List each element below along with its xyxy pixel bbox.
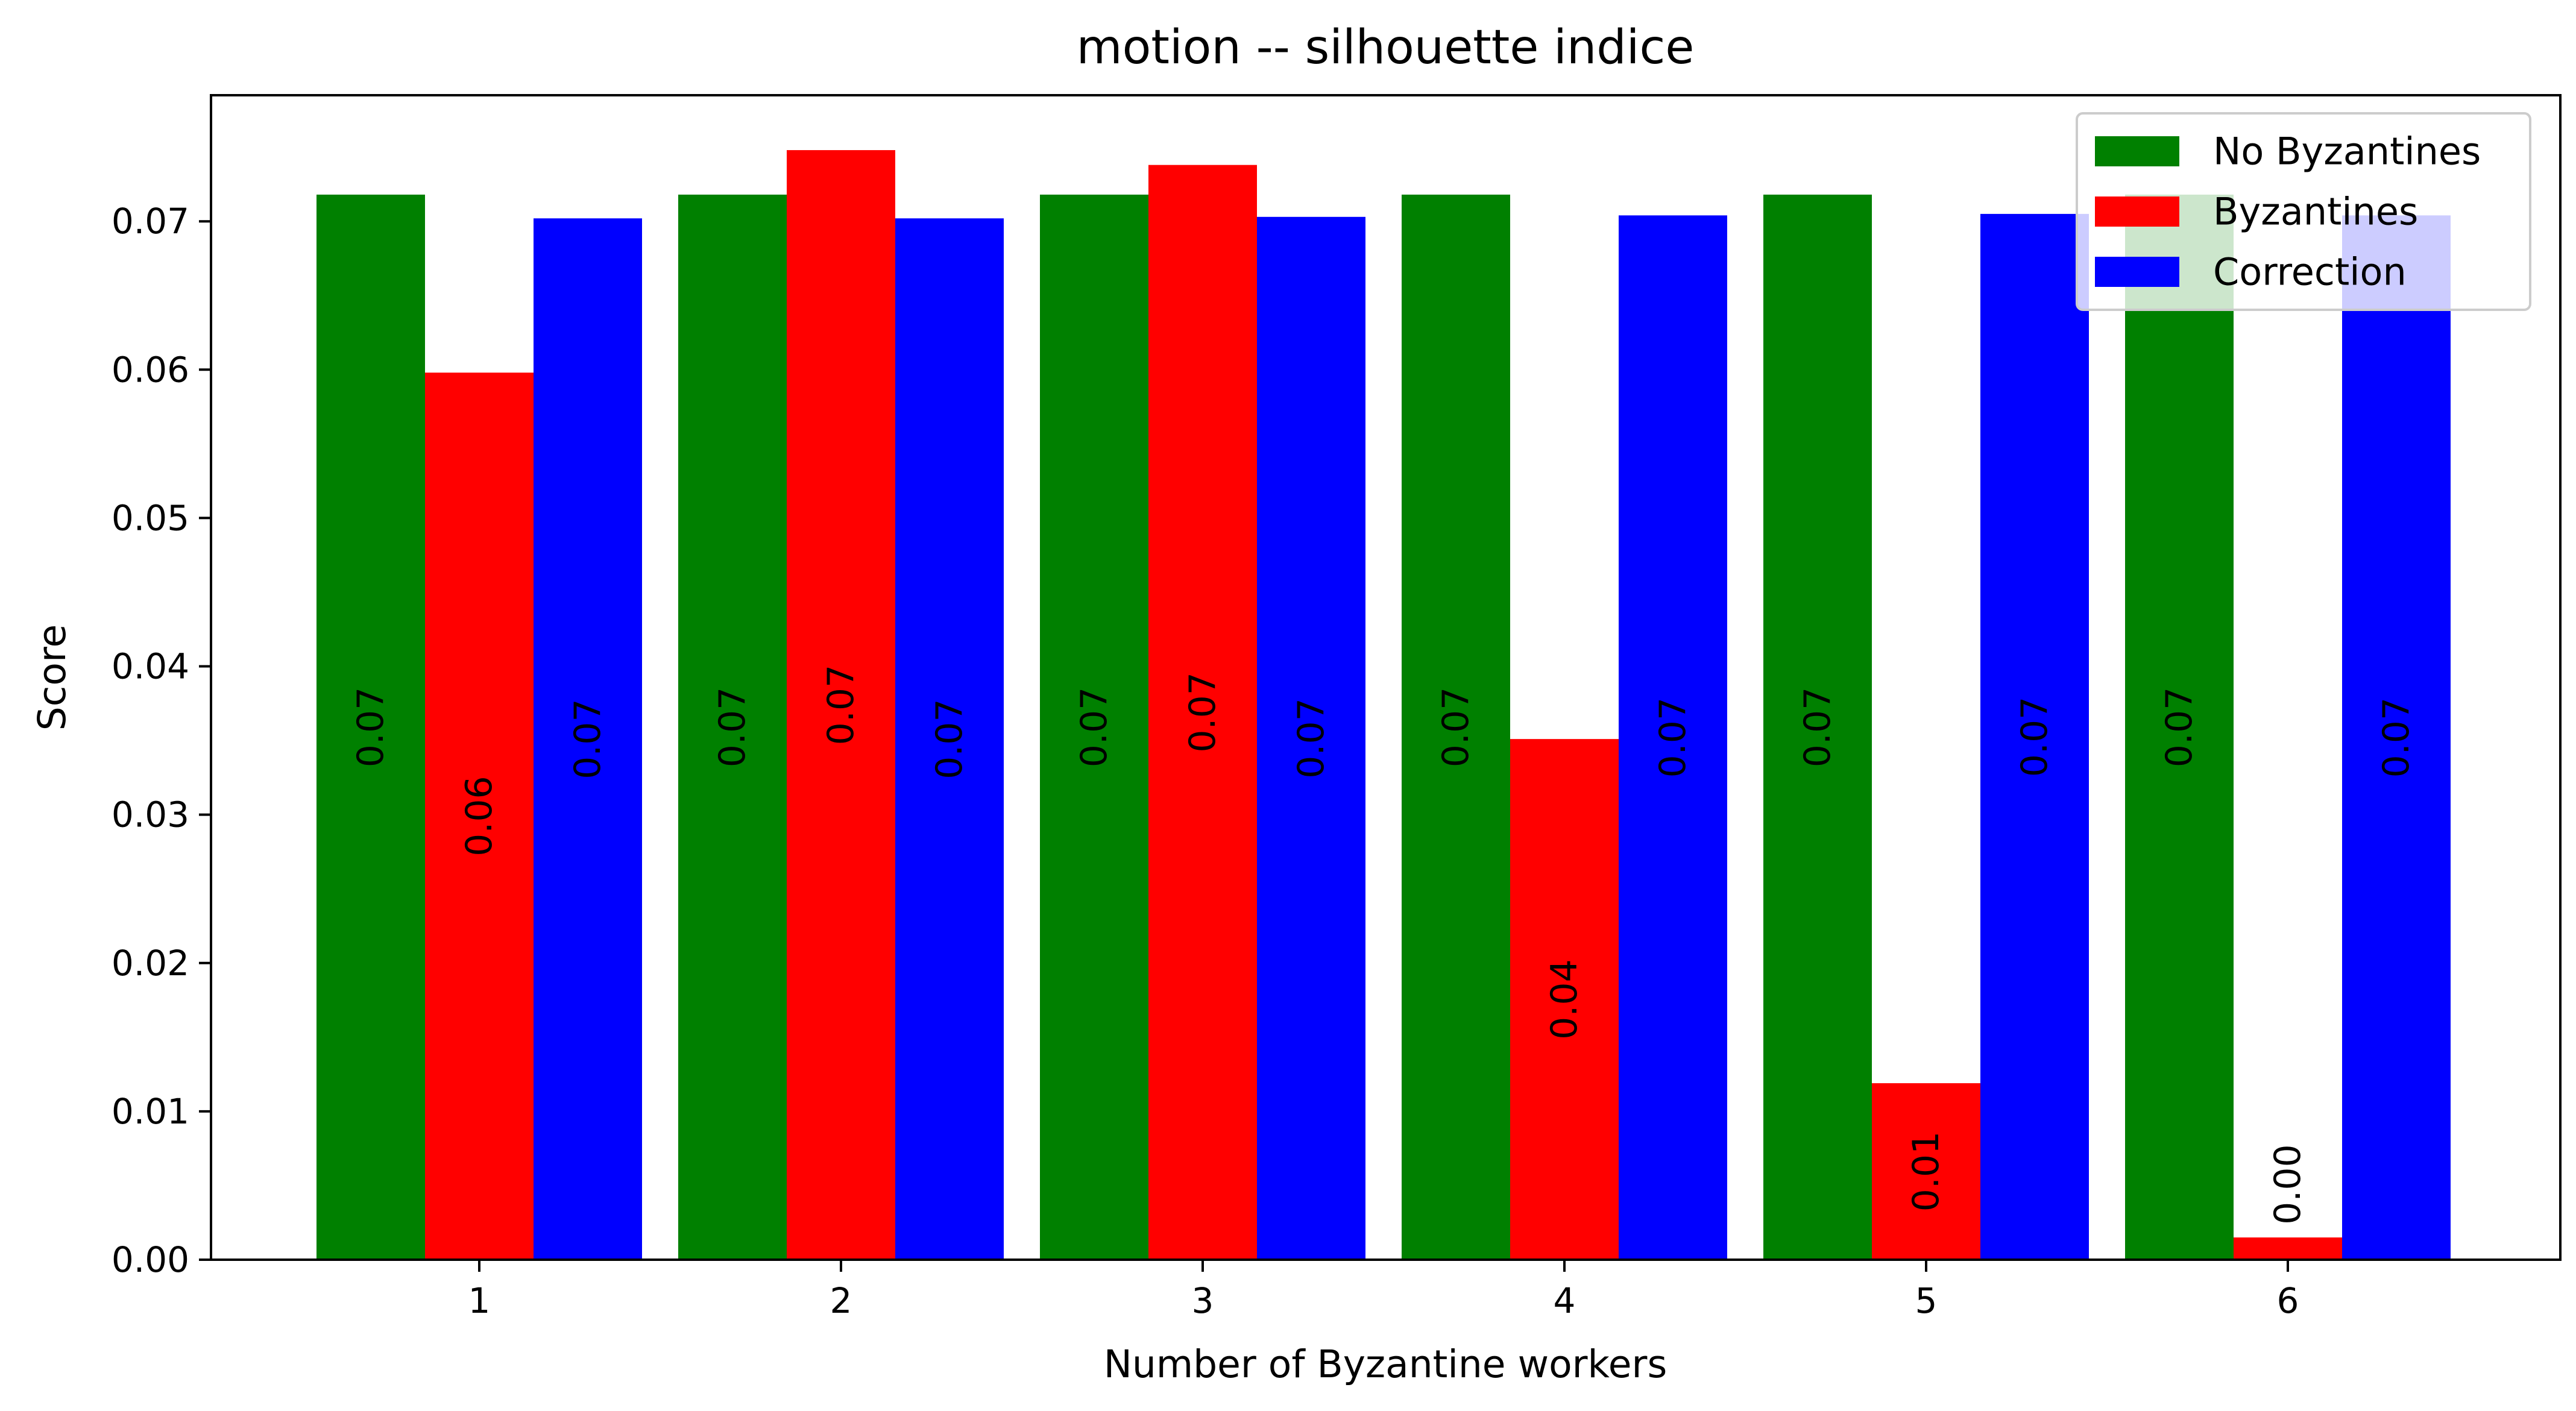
bar-value-label: 0.07 <box>350 687 392 768</box>
bar-value-label: 0.07 <box>1797 687 1839 768</box>
y-tick-label: 0.06 <box>112 349 189 390</box>
bar-correction-1 <box>534 218 642 1260</box>
y-tick-label: 0.04 <box>112 646 189 687</box>
bar-value-label: 0.07 <box>2014 697 2056 778</box>
bar-correction-5 <box>1980 213 2089 1260</box>
x-tick-label: 2 <box>830 1280 852 1321</box>
x-tick-label: 5 <box>1915 1280 1938 1321</box>
x-tick-label: 4 <box>1554 1280 1576 1321</box>
bar-byzantines-5 <box>1872 1083 1980 1260</box>
y-tick-label: 0.00 <box>112 1239 189 1280</box>
bar-value-label: 0.07 <box>711 687 754 768</box>
legend-swatch <box>2095 196 2179 227</box>
bar-byzantines-4 <box>1510 739 1619 1260</box>
bar-labels-layer: 0.07 0.07 0.07 0.07 0.07 0.07 0.06 0.07 0.07 0.04… <box>350 665 2417 1225</box>
bar-value-label: 0.07 <box>1073 687 1115 768</box>
bar-value-label: 0.07 <box>1652 697 1694 778</box>
y-tick-label: 0.01 <box>112 1091 189 1132</box>
bar-value-label: 0.07 <box>1182 672 1224 753</box>
y-axis: 0.00 0.01 0.02 0.03 0.04 0.05 0.06 0.07 <box>112 201 211 1280</box>
bar-value-label: 0.06 <box>458 776 500 856</box>
bar-no-byzantines-5 <box>1763 194 1872 1260</box>
bar-byzantines-3 <box>1148 165 1257 1260</box>
legend-label: Correction <box>2213 250 2407 294</box>
y-axis-label: Score <box>30 624 74 731</box>
bar-correction-6 <box>2342 215 2451 1260</box>
bar-value-label: 0.04 <box>1543 959 1586 1040</box>
bar-value-label: 0.07 <box>567 699 609 779</box>
bar-no-byzantines-6 <box>2125 194 2234 1260</box>
bar-value-label: 0.07 <box>820 665 862 746</box>
plot-frame <box>210 94 2562 1261</box>
bar-no-byzantines-3 <box>1040 194 1148 1260</box>
bar-value-label: 0.07 <box>1435 687 1477 768</box>
x-axis-label: Number of Byzantine workers <box>1104 1342 1667 1386</box>
x-axis: 1 2 3 4 5 6 <box>468 1260 2299 1321</box>
bars-layer <box>316 150 2451 1260</box>
x-tick-label: 6 <box>2277 1280 2299 1321</box>
legend-box <box>2076 112 2531 311</box>
bar-value-label: 0.00 <box>2267 1144 2309 1225</box>
bar-no-byzantines-4 <box>1402 194 1510 1260</box>
bar-correction-4 <box>1619 215 1727 1260</box>
bar-value-label: 0.07 <box>2158 687 2200 768</box>
legend-label: No Byzantines <box>2213 130 2481 174</box>
bar-no-byzantines-1 <box>316 194 425 1260</box>
chart-title: motion -- silhouette indice <box>1077 20 1695 75</box>
y-tick-label: 0.07 <box>112 201 189 242</box>
bar-value-label: 0.07 <box>2375 697 2417 778</box>
x-tick-label: 1 <box>468 1280 491 1321</box>
bar-byzantines-1 <box>425 372 534 1260</box>
bar-value-label: 0.07 <box>1290 698 1332 779</box>
legend: No Byzantines Byzantines Correction <box>2076 112 2531 311</box>
legend-label: Byzantines <box>2213 190 2418 234</box>
bar-correction-2 <box>895 218 1004 1260</box>
bar-no-byzantines-2 <box>678 194 787 1260</box>
bar-byzantines-2 <box>787 150 895 1260</box>
bar-byzantines-6 <box>2234 1237 2342 1260</box>
legend-swatch <box>2095 257 2179 287</box>
x-tick-label: 3 <box>1192 1280 1214 1321</box>
legend-swatch <box>2095 136 2179 166</box>
y-tick-label: 0.05 <box>112 497 189 538</box>
bar-value-label: 0.01 <box>1905 1131 1947 1212</box>
bar-value-label: 0.07 <box>928 699 971 779</box>
bar-correction-3 <box>1257 216 1365 1260</box>
y-tick-label: 0.02 <box>112 943 189 984</box>
y-tick-label: 0.03 <box>112 794 189 835</box>
